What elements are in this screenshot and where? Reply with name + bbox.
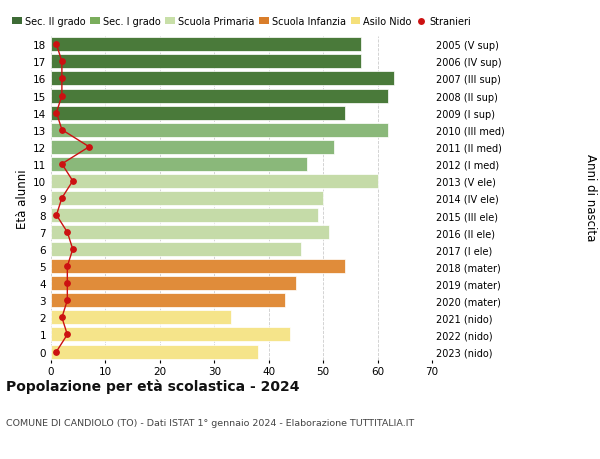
Bar: [51, 174, 377, 189]
Bar: [51, 311, 230, 325]
Bar: [51, 123, 388, 137]
Text: Popolazione per età scolastica - 2024: Popolazione per età scolastica - 2024: [6, 379, 299, 393]
Bar: [51, 191, 323, 206]
Point: [62, 280, 72, 287]
Bar: [51, 294, 285, 308]
Bar: [51, 38, 361, 52]
Point: [68, 178, 77, 185]
Bar: [51, 277, 296, 291]
Point: [62, 331, 72, 338]
Point: [57, 161, 67, 168]
Text: Anni di nascita: Anni di nascita: [584, 154, 597, 241]
Point: [52, 110, 61, 117]
Point: [62, 229, 72, 236]
Bar: [51, 157, 307, 172]
Point: [52, 42, 61, 49]
Point: [85, 144, 94, 151]
Bar: [51, 90, 388, 103]
Bar: [51, 328, 290, 342]
Legend: Sec. II grado, Sec. I grado, Scuola Primaria, Scuola Infanzia, Asilo Nido, Stran: Sec. II grado, Sec. I grado, Scuola Prim…: [12, 17, 471, 27]
Bar: [51, 208, 318, 223]
Point: [57, 314, 67, 321]
Text: COMUNE DI CANDIOLO (TO) - Dati ISTAT 1° gennaio 2024 - Elaborazione TUTTITALIA.I: COMUNE DI CANDIOLO (TO) - Dati ISTAT 1° …: [6, 418, 414, 427]
Bar: [51, 243, 301, 257]
Point: [62, 297, 72, 304]
Point: [52, 212, 61, 219]
Bar: [51, 345, 258, 359]
Point: [52, 348, 61, 355]
Point: [57, 59, 67, 66]
Bar: [51, 73, 394, 86]
Point: [57, 127, 67, 134]
Point: [57, 93, 67, 100]
Bar: [51, 260, 345, 274]
Bar: [51, 225, 329, 240]
Point: [68, 246, 77, 253]
Bar: [51, 106, 345, 120]
Y-axis label: Età alunni: Età alunni: [16, 169, 29, 228]
Point: [57, 76, 67, 83]
Point: [62, 263, 72, 270]
Bar: [51, 140, 334, 154]
Bar: [51, 55, 361, 69]
Point: [57, 195, 67, 202]
